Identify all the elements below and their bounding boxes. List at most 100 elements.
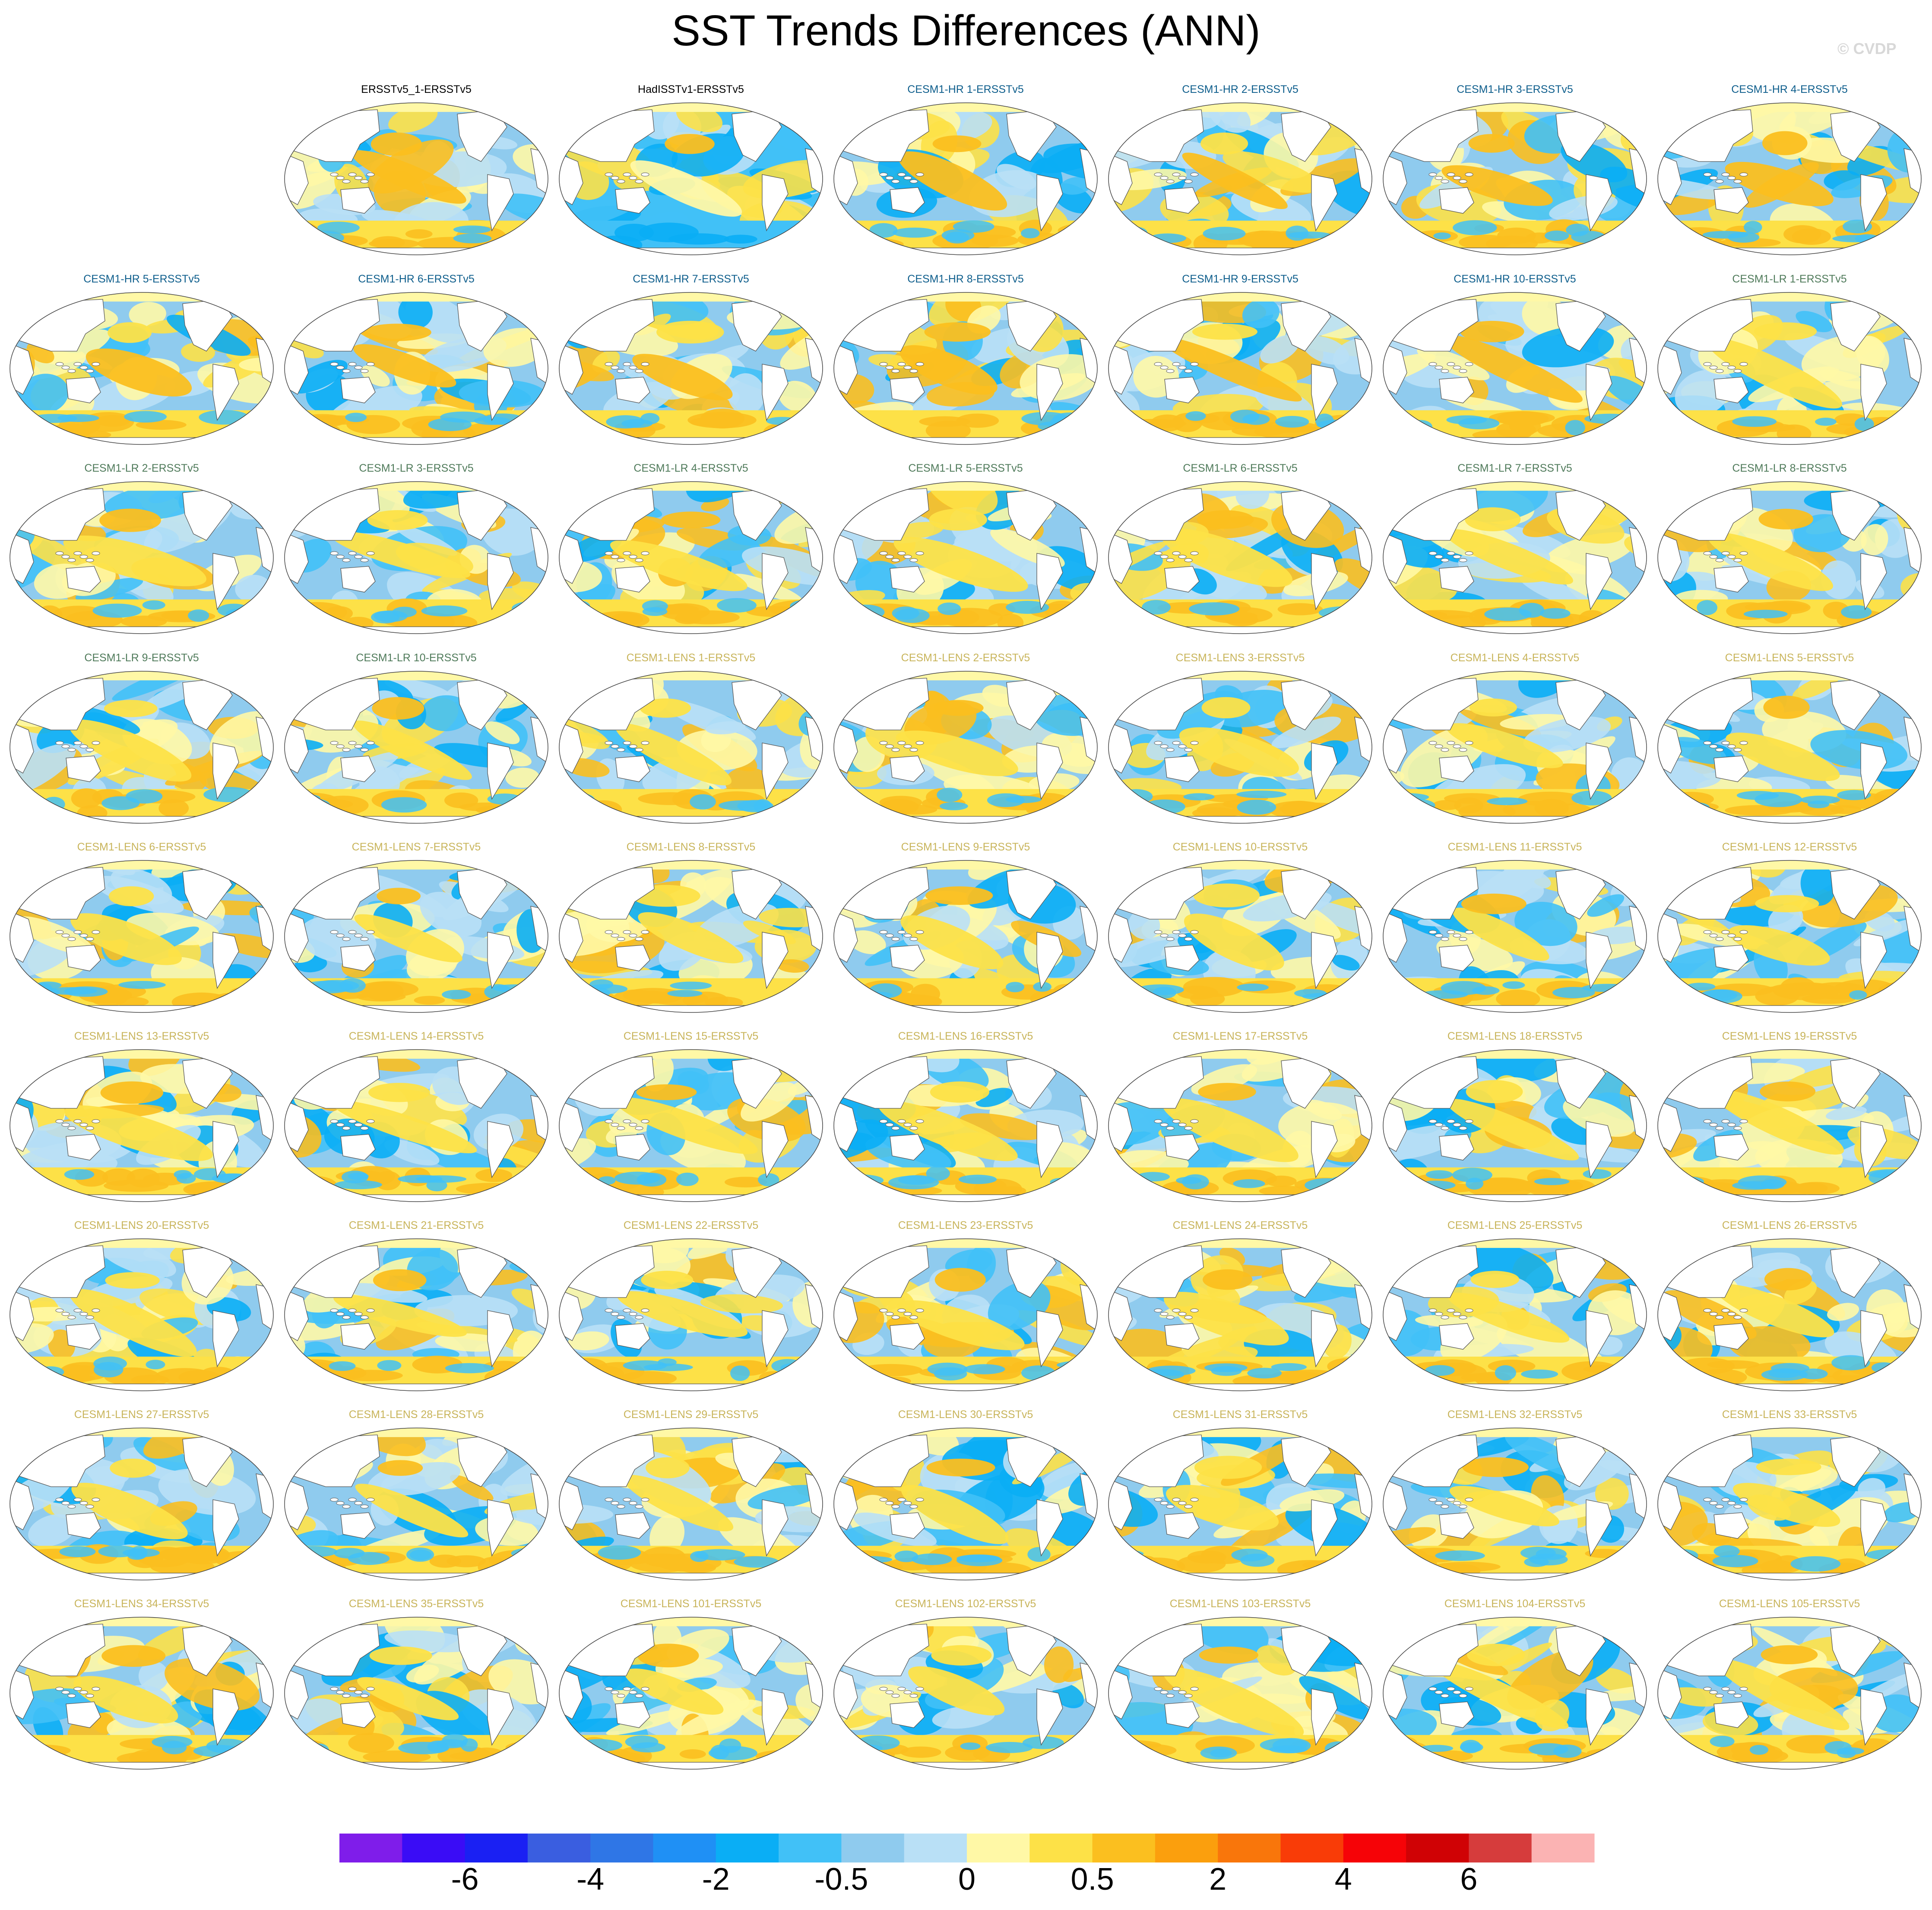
panel-label: CESM1-LENS 16-ERSSTv5: [898, 1030, 1033, 1042]
panel-label: CESM1-LENS 1-ERSSTv5: [626, 652, 756, 664]
sst-map-17: [1108, 481, 1372, 634]
sst-map-35: [284, 1049, 548, 1202]
colorbar-swatch: [1155, 1834, 1218, 1862]
sst-map-61: [1657, 1617, 1922, 1770]
colorbar-swatch: [1406, 1834, 1469, 1862]
sst-map-26: [1657, 671, 1922, 824]
panel-label: CESM1-LENS 8-ERSSTv5: [626, 841, 756, 853]
panel-label: CESM1-LENS 13-ERSSTv5: [74, 1030, 209, 1042]
panel-label: CESM1-LENS 27-ERSSTv5: [74, 1409, 209, 1421]
sst-map-40: [1657, 1049, 1922, 1202]
sst-map-41: [10, 1238, 274, 1391]
sst-map-21: [284, 671, 548, 824]
panel-label: CESM1-LENS 33-ERSSTv5: [1722, 1409, 1857, 1421]
credit-watermark: © CVDP: [1837, 40, 1897, 57]
colorbar-swatch: [590, 1834, 653, 1862]
colorbar-swatch: [1343, 1834, 1406, 1862]
sst-map-48: [10, 1428, 274, 1580]
panel-label: CESM1-LR 1-ERSSTv5: [1732, 273, 1847, 285]
panel-label: CESM1-LENS 18-ERSSTv5: [1447, 1030, 1583, 1042]
panel-label: CESM1-LR 4-ERSSTv5: [633, 462, 748, 474]
panel-label: CESM1-LENS 19-ERSSTv5: [1722, 1030, 1857, 1042]
panel-label: CESM1-LR 3-ERSSTv5: [359, 462, 474, 474]
panel-label: CESM1-LENS 103-ERSSTv5: [1169, 1598, 1311, 1610]
panel-label: CESM1-LR 7-ERSSTv5: [1457, 462, 1572, 474]
colorbar-swatch: [1531, 1834, 1595, 1862]
colorbar-swatch: [339, 1834, 402, 1862]
colorbar-swatch: [841, 1834, 905, 1862]
sst-map-34: [10, 1049, 274, 1202]
sst-map-27: [10, 860, 274, 1013]
sst-map-60: [1383, 1617, 1647, 1770]
sst-map-8: [559, 292, 823, 445]
colorbar-swatch: [904, 1834, 967, 1862]
colorbar-swatch: [1029, 1834, 1093, 1862]
panel-label: CESM1-LENS 17-ERSSTv5: [1172, 1030, 1308, 1042]
panel-label: CESM1-LENS 2-ERSSTv5: [901, 652, 1030, 664]
panel-label: CESM1-LR 8-ERSSTv5: [1732, 462, 1847, 474]
colorbar-tick-label: 0.5: [1071, 1862, 1114, 1897]
panel-label: CESM1-LENS 26-ERSSTv5: [1722, 1219, 1857, 1231]
sst-map-53: [1383, 1428, 1647, 1580]
sst-map-29: [559, 860, 823, 1013]
sst-map-12: [1657, 292, 1922, 445]
sst-map-11: [1383, 292, 1647, 445]
panel-label: CESM1-LENS 24-ERSSTv5: [1172, 1219, 1308, 1231]
panel-label: CESM1-LENS 35-ERSSTv5: [348, 1598, 484, 1610]
panel-label: ERSSTv5_1-ERSSTv5: [361, 83, 472, 95]
panel-label: CESM1-LR 9-ERSSTv5: [84, 652, 199, 664]
panel-label: CESM1-HR 8-ERSSTv5: [907, 273, 1024, 285]
sst-map-42: [284, 1238, 548, 1391]
sst-map-38: [1108, 1049, 1372, 1202]
sst-map-5: [1657, 102, 1922, 255]
sst-map-14: [284, 481, 548, 634]
sst-map-59: [1108, 1617, 1372, 1770]
sst-map-54: [1657, 1428, 1922, 1580]
colorbar-tick-label: 2: [1209, 1862, 1227, 1897]
sst-map-43: [559, 1238, 823, 1391]
sst-map-7: [284, 292, 548, 445]
sst-map-50: [559, 1428, 823, 1580]
panel-label: CESM1-HR 4-ERSSTv5: [1731, 83, 1848, 95]
panel-label: CESM1-LENS 14-ERSSTv5: [348, 1030, 484, 1042]
panel-label: CESM1-LENS 21-ERSSTv5: [348, 1219, 484, 1231]
panel-label: CESM1-LENS 30-ERSSTv5: [898, 1409, 1033, 1421]
sst-map-1: [559, 102, 823, 255]
sst-map-18: [1383, 481, 1647, 634]
sst-map-37: [833, 1049, 1098, 1202]
sst-map-57: [559, 1617, 823, 1770]
panel-label: CESM1-HR 3-ERSSTv5: [1457, 83, 1573, 95]
colorbar-swatch: [653, 1834, 716, 1862]
colorbar-swatch: [967, 1834, 1030, 1862]
sst-map-49: [284, 1428, 548, 1580]
colorbar-tick-label: 6: [1460, 1862, 1478, 1897]
colorbar-swatch: [527, 1834, 591, 1862]
panel-label: CESM1-LENS 32-ERSSTv5: [1447, 1409, 1583, 1421]
sst-map-25: [1383, 671, 1647, 824]
sst-map-33: [1657, 860, 1922, 1013]
panel-label: CESM1-LENS 15-ERSSTv5: [623, 1030, 759, 1042]
sst-map-52: [1108, 1428, 1372, 1580]
panel-label: CESM1-HR 6-ERSSTv5: [358, 273, 475, 285]
colorbar-swatch: [402, 1834, 466, 1862]
sst-map-23: [833, 671, 1098, 824]
sst-map-9: [833, 292, 1098, 445]
colorbar-tick-label: -0.5: [814, 1862, 868, 1897]
colorbar-swatch: [1469, 1834, 1532, 1862]
sst-map-19: [1657, 481, 1922, 634]
sst-map-36: [559, 1049, 823, 1202]
panel-label: CESM1-LENS 105-ERSSTv5: [1719, 1598, 1860, 1610]
panel-label: CESM1-LENS 9-ERSSTv5: [901, 841, 1030, 853]
colorbar-tick-label: -6: [451, 1862, 479, 1897]
panel-label: CESM1-LENS 4-ERSSTv5: [1450, 652, 1580, 664]
sst-map-32: [1383, 860, 1647, 1013]
sst-map-58: [833, 1617, 1098, 1770]
colorbar-tick-label: -2: [702, 1862, 730, 1897]
panel-label: CESM1-LENS 10-ERSSTv5: [1172, 841, 1308, 853]
colorbar-tick-label: 0: [958, 1862, 976, 1897]
panel-label: CESM1-LR 2-ERSSTv5: [84, 462, 199, 474]
sst-map-47: [1657, 1238, 1922, 1391]
panel-label: CESM1-LENS 11-ERSSTv5: [1447, 841, 1582, 853]
sst-map-31: [1108, 860, 1372, 1013]
sst-map-30: [833, 860, 1098, 1013]
